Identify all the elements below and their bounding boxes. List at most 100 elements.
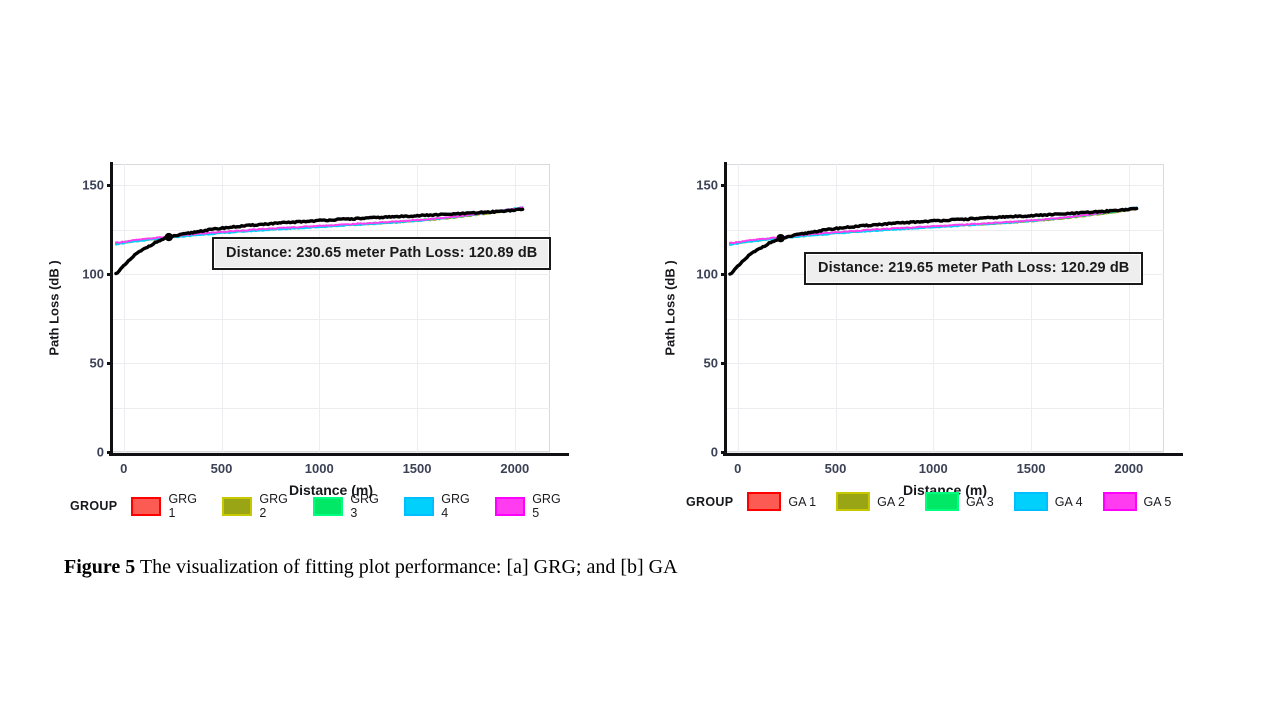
x-tick-label: 500 [824,461,847,476]
y-axis-line-a [110,162,113,454]
x-tick-label: 1500 [402,461,432,476]
y-tick-mark [721,184,726,188]
chart-grg: Path Loss (dB ) 0 50 100 150 0 500 1000 1500 20… [47,160,586,525]
y-axis-line-b [724,162,727,454]
y-tick-label: 0 [710,444,718,460]
gridline-vertical [737,164,739,452]
legend-swatch-grg-2 [222,496,253,516]
gridline-horizontal [726,452,1164,453]
gridline-vertical [417,164,419,452]
figure-caption-text: The visualization of fitting plot perfor… [135,556,678,578]
legend-label: GRG 1 [168,492,197,520]
y-tick-mark [721,362,726,366]
y-tick-mark [107,184,112,188]
y-axis-label-b: Path Loss (dB ) [662,260,678,356]
legend-item[interactable]: GA 5 [1102,492,1172,511]
annotation-callout-grg: Distance: 230.65 meter Path Loss: 120.89… [212,237,552,270]
legend-label: GA 5 [1143,494,1172,509]
highlight-marker-point[interactable] [776,233,785,243]
legend-swatch-ga-1 [747,492,782,511]
chart-ga: Path Loss (dB ) 0 50 100 150 0 500 1000 1500 20… [663,160,1208,525]
y-tick-label: 150 [82,177,104,193]
y-tick-mark [721,451,726,454]
x-tick-label: 500 [210,461,233,476]
legend-swatch-grg-5 [495,496,526,516]
legend-item[interactable]: GA 3 [924,492,994,511]
legend-label: GRG 3 [350,492,379,520]
legend-label: GA 1 [788,494,817,509]
plot-area-a: 0 50 100 150 0 500 1000 1500 2000 Distance: 230… [82,162,569,476]
legend-label: GA 2 [877,494,905,509]
y-tick-mark [107,362,112,366]
gridline-horizontal-minor [112,229,550,231]
gridline-vertical [933,164,935,452]
legend-swatch-ga-5 [1102,492,1137,511]
x-axis-label-b: Distance (m) [902,482,988,498]
gridline-horizontal [112,274,550,276]
figure-caption-prefix: Figure 5 [64,556,136,578]
gridline-vertical [123,164,125,452]
legend-swatch-ga-4 [1013,492,1048,511]
legend-grg: GROUP GRG 1 GRG 2 GRG 3 GRG 4 GRG 5 [70,492,586,520]
y-axis-label-a: Path Loss (dB ) [46,260,62,356]
x-tick-label: 1000 [918,461,948,476]
legend-title-a: GROUP [70,499,118,513]
legend-swatch-ga-3 [924,492,959,511]
x-axis-line-b [723,453,1183,456]
y-tick-label: 100 [82,266,104,282]
gridline-horizontal [112,185,550,187]
figure-caption: Figure 5 The visualization of fitting pl… [64,556,1164,579]
x-tick-label: 0 [734,461,742,476]
x-tick-label: 1500 [1016,461,1046,476]
plot-area-b: 0 50 100 150 0 500 1000 1500 2000 Distance: 219… [696,162,1183,476]
legend-label: GA 3 [965,494,994,509]
gridline-horizontal [726,363,1164,365]
legend-label: GA 4 [1054,494,1083,509]
legend-title-b: GROUP [686,494,734,509]
gridline-vertical [1128,164,1130,452]
plot-svg-b [728,206,1139,276]
y-tick-label: 0 [96,444,104,460]
series-line-measured [114,207,525,276]
legend-item[interactable]: GRG 2 [222,492,293,520]
y-tick-label: 50 [89,355,104,371]
legend-item[interactable]: GA 2 [836,492,905,511]
y-tick-label: 150 [696,177,718,193]
legend-item[interactable]: GRG 1 [131,492,202,520]
gridline-horizontal-minor [726,318,1164,320]
y-tick-label: 50 [703,355,718,371]
legend-ga: GROUP GA 1 GA 2 GA 3 GA 4 GA 5 [686,492,1191,511]
legend-item[interactable]: GA 1 [747,492,816,511]
gridline-horizontal [726,185,1164,187]
legend-swatch-grg-3 [313,496,344,516]
gridline-horizontal [112,363,550,365]
legend-swatch-ga-2 [836,492,871,511]
gridline-horizontal-minor [726,407,1164,409]
x-axis-line-a [109,453,569,456]
gridline-horizontal-minor [726,229,1164,231]
highlight-marker-point[interactable] [164,232,174,242]
legend-item[interactable]: GRG 3 [313,492,384,520]
legend-label: GRG 4 [441,492,470,520]
gridline-vertical [835,164,837,452]
y-tick-mark [107,451,112,454]
x-tick-label: 2000 [500,461,530,476]
legend-swatch-grg-1 [131,496,162,516]
series-line-measured [728,206,1139,276]
legend-item[interactable]: GRG 5 [495,492,566,520]
annotation-callout-ga: Distance: 219.65 meter Path Loss: 120.29… [804,252,1144,285]
x-tick-label: 1000 [304,461,334,476]
x-tick-label: 2000 [1114,461,1144,476]
gridline-horizontal-minor [112,318,550,320]
gridline-horizontal [112,452,550,453]
y-tick-mark [721,273,726,277]
legend-label: GRG 5 [532,492,561,520]
gridline-vertical [1031,164,1033,452]
legend-label: GRG 2 [259,492,288,520]
plot-svg-a [114,206,525,276]
legend-item[interactable]: GA 4 [1013,492,1083,511]
legend-item[interactable]: GRG 4 [404,492,475,520]
gridline-vertical [514,164,516,452]
gridline-vertical [221,164,223,452]
